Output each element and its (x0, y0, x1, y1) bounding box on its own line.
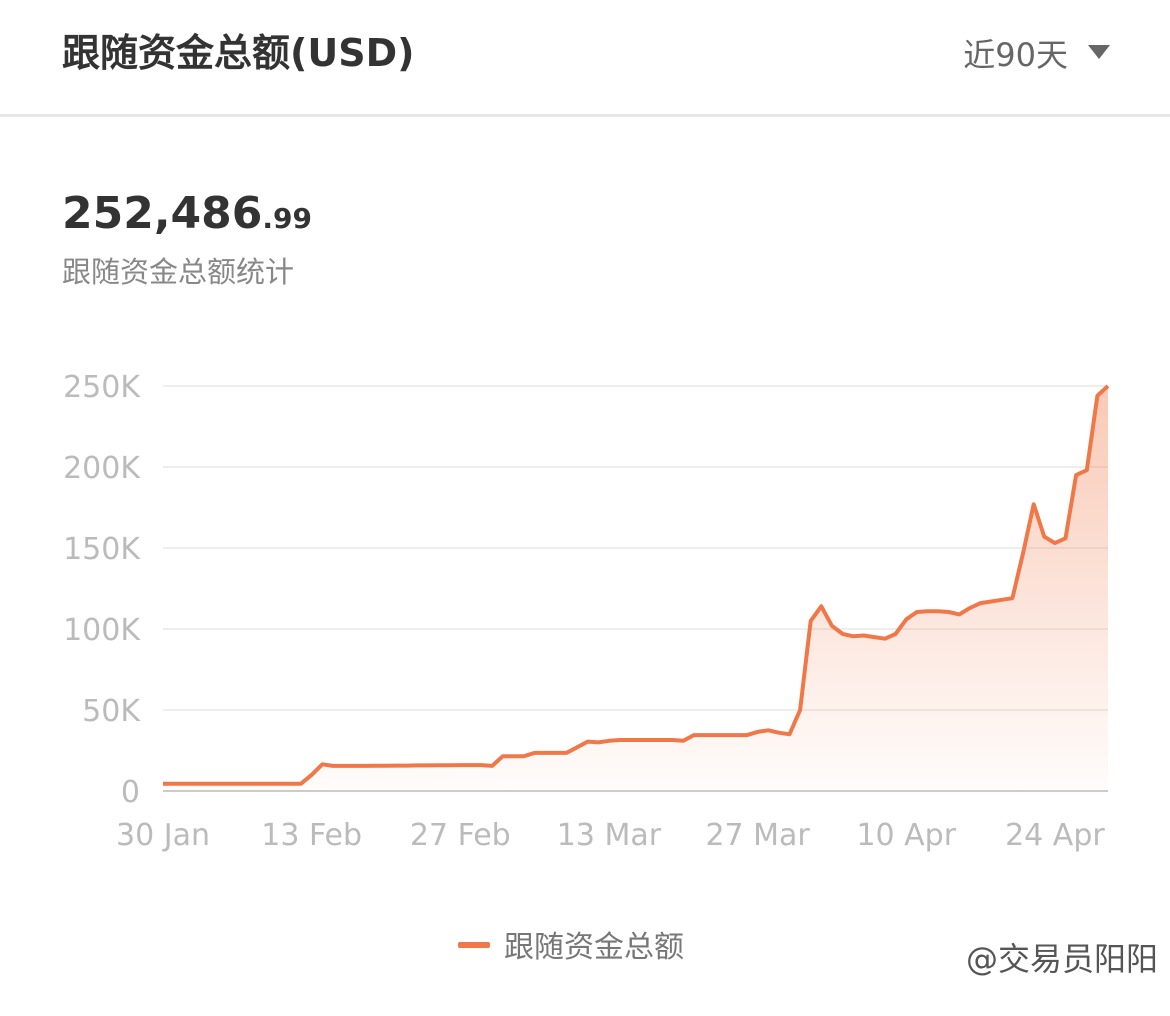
subtitle: 跟随资金总额统计 (62, 255, 294, 289)
total-value: 252,486.99 (62, 188, 312, 239)
y-tick-label: 150K (63, 532, 141, 567)
y-tick-label: 50K (82, 694, 141, 729)
value-decimal: .99 (262, 202, 312, 235)
area-fill (163, 386, 1108, 791)
watermark: @交易员阳阳 (966, 940, 1158, 978)
title: 跟随资金总额(USD) (62, 31, 415, 75)
x-tick-label: 27 Mar (705, 818, 810, 853)
x-tick-label: 13 Mar (557, 818, 662, 853)
value-main: 252,486 (62, 188, 262, 239)
x-tick-label: 13 Feb (261, 818, 362, 853)
legend-swatch (458, 942, 490, 948)
x-tick-label: 10 Apr (856, 818, 956, 853)
y-tick-label: 200K (63, 451, 141, 486)
y-tick-label: 0 (121, 775, 140, 810)
x-tick-label: 30 Jan (116, 818, 210, 853)
data-line (163, 384, 1110, 786)
y-tick-label: 250K (63, 370, 141, 405)
y-tick-label: 100K (63, 613, 141, 648)
legend-label: 跟随资金总额 (504, 930, 684, 965)
dropdown-arrow[interactable] (1088, 45, 1110, 59)
x-tick-label: 24 Apr (1005, 818, 1105, 853)
x-tick-label: 27 Feb (410, 818, 511, 853)
range-selector[interactable]: 近90天 (963, 36, 1068, 74)
separator (0, 114, 1170, 117)
